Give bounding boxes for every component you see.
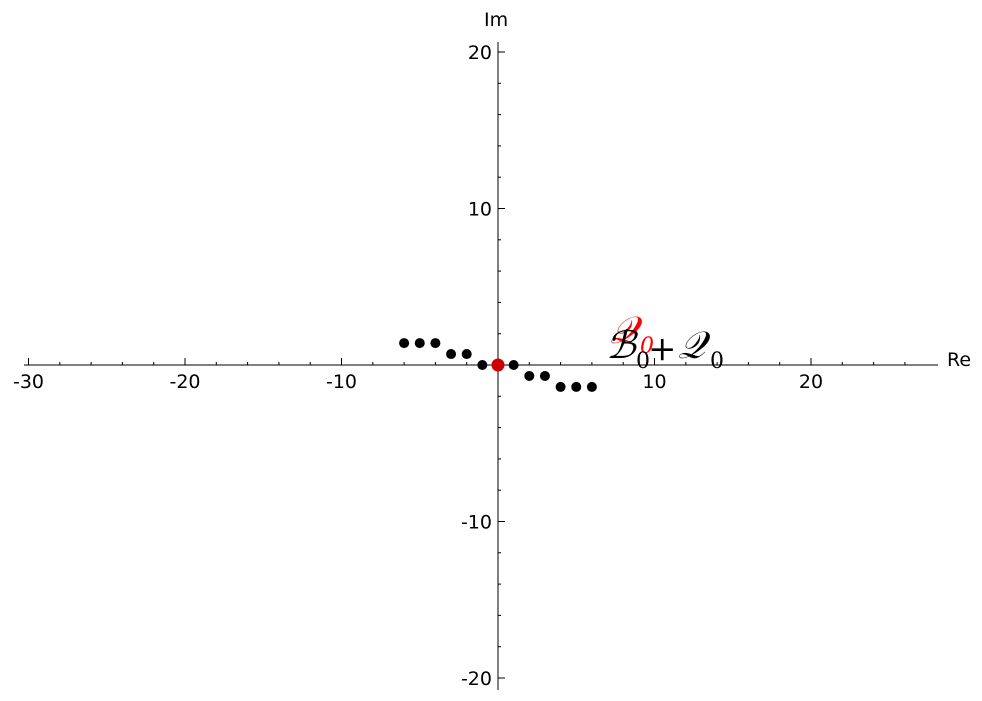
black-plus-sign: + [648,329,677,369]
y-tick-label: 10 [468,199,492,221]
y-tick-label: 20 [468,42,492,64]
y-axis-label: Im [484,9,508,31]
black-point [446,349,457,360]
x-tick-labels: -30 -20 -10 10 20 [13,371,823,393]
black-point [477,360,488,370]
black-point [524,370,535,381]
black-point [586,381,597,392]
black-point [571,381,582,392]
black-point [555,381,566,392]
x-tick-label: -10 [326,371,357,393]
red-q-subscript: 0 [640,334,654,359]
black-q-subscript: 0 [710,349,724,374]
y-tick-label: -20 [461,668,492,690]
black-point [539,370,550,381]
black-b-subscript: 0 [636,349,650,374]
black-b-glyph: ℬ [606,323,639,367]
black-point [399,338,410,349]
black-point [414,338,425,349]
black-q-glyph: 𝒬 [678,323,711,367]
major-ticks [28,51,812,679]
black-point [508,360,519,370]
y-tick-labels: 20 10 -10 -20 [461,42,492,690]
x-tick-label: -20 [169,371,200,393]
black-point [430,338,441,349]
y-tick-label: -10 [461,512,492,534]
data-points [399,338,597,392]
red-origin-point [491,358,505,372]
x-tick-label: 10 [642,371,666,393]
x-tick-label: -30 [13,371,44,393]
x-axis-label: Re [947,349,971,371]
black-point [461,349,472,360]
x-tick-label: 20 [799,371,823,393]
black-b0-plus-q0-annotation: ℬ 0 + 𝒬 0 [606,323,724,374]
